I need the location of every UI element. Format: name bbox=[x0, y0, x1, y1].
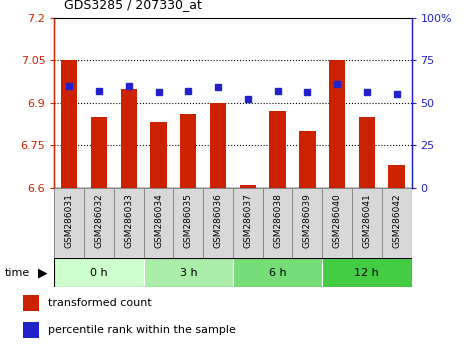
Bar bbox=[180, 114, 196, 188]
Bar bbox=[240, 185, 256, 188]
Text: GSM286036: GSM286036 bbox=[214, 193, 223, 248]
Bar bbox=[150, 122, 167, 188]
Text: 3 h: 3 h bbox=[179, 268, 197, 278]
Text: GSM286040: GSM286040 bbox=[333, 193, 342, 248]
Text: transformed count: transformed count bbox=[48, 298, 152, 308]
Bar bbox=[270, 111, 286, 188]
Bar bbox=[54, 188, 84, 258]
Text: GSM286033: GSM286033 bbox=[124, 193, 133, 248]
Bar bbox=[54, 258, 144, 287]
Bar bbox=[359, 117, 375, 188]
Bar bbox=[144, 188, 174, 258]
Bar bbox=[388, 165, 405, 188]
Text: GSM286034: GSM286034 bbox=[154, 193, 163, 248]
Text: GSM286038: GSM286038 bbox=[273, 193, 282, 248]
Bar bbox=[61, 60, 78, 188]
Bar bbox=[322, 188, 352, 258]
Text: time: time bbox=[5, 268, 30, 278]
Text: 0 h: 0 h bbox=[90, 268, 108, 278]
Text: GDS3285 / 207330_at: GDS3285 / 207330_at bbox=[64, 0, 201, 11]
Bar bbox=[121, 88, 137, 188]
Bar bbox=[84, 188, 114, 258]
Text: 6 h: 6 h bbox=[269, 268, 287, 278]
Bar bbox=[144, 258, 233, 287]
Bar bbox=[91, 117, 107, 188]
Bar bbox=[23, 295, 39, 310]
Bar bbox=[114, 188, 144, 258]
Text: GSM286039: GSM286039 bbox=[303, 193, 312, 248]
Text: GSM286035: GSM286035 bbox=[184, 193, 193, 248]
Bar bbox=[352, 188, 382, 258]
Text: percentile rank within the sample: percentile rank within the sample bbox=[48, 325, 236, 335]
Bar bbox=[263, 188, 292, 258]
Text: GSM286042: GSM286042 bbox=[392, 193, 401, 248]
Bar bbox=[233, 188, 263, 258]
Text: ▶: ▶ bbox=[38, 266, 47, 279]
Text: GSM286041: GSM286041 bbox=[362, 193, 371, 248]
Bar bbox=[174, 188, 203, 258]
Bar bbox=[299, 131, 315, 188]
Bar bbox=[23, 322, 39, 338]
Text: GSM286032: GSM286032 bbox=[95, 193, 104, 248]
Bar bbox=[210, 103, 226, 188]
Text: GSM286031: GSM286031 bbox=[65, 193, 74, 248]
Bar bbox=[233, 258, 322, 287]
Bar bbox=[292, 188, 322, 258]
Bar bbox=[203, 188, 233, 258]
Bar bbox=[382, 188, 412, 258]
Text: 12 h: 12 h bbox=[354, 268, 379, 278]
Bar bbox=[322, 258, 412, 287]
Text: GSM286037: GSM286037 bbox=[243, 193, 252, 248]
Bar bbox=[329, 60, 345, 188]
